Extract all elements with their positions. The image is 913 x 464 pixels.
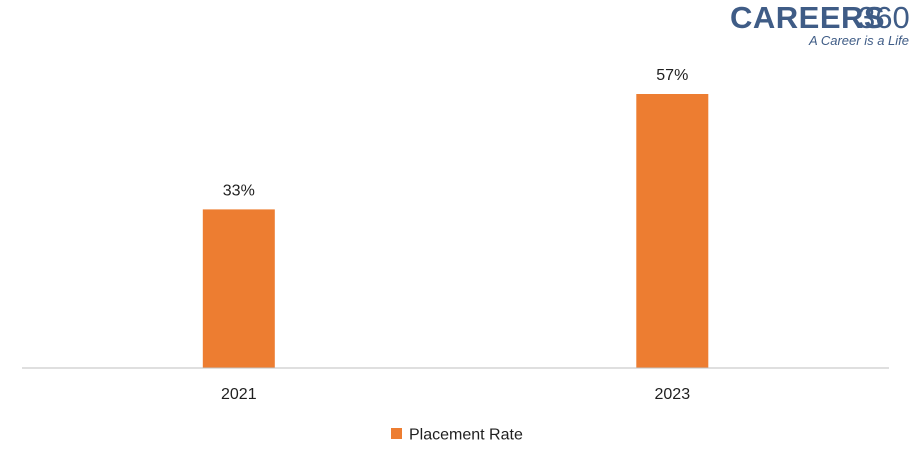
legend-label-placement-rate: Placement Rate	[409, 427, 523, 444]
bar-2021	[202, 209, 275, 368]
bars-layer: 33% 57%	[202, 67, 709, 368]
x-axis-ticks: 2021 2023	[221, 386, 690, 403]
tick-label-2023: 2023	[655, 386, 691, 403]
legend-swatch-placement-rate	[391, 428, 402, 439]
data-label-2021: 33%	[223, 182, 255, 199]
logo-name-number: 360	[858, 0, 910, 35]
careers360-logo: CAREERS 360 A Career is a Life	[730, 0, 910, 48]
legend: Placement Rate	[391, 427, 523, 444]
logo-tagline: A Career is a Life	[808, 33, 909, 48]
data-label-2023: 57%	[656, 67, 688, 84]
bar-2023	[636, 94, 709, 368]
logo-name-main: CAREERS	[730, 0, 885, 35]
tick-label-2021: 2021	[221, 386, 257, 403]
